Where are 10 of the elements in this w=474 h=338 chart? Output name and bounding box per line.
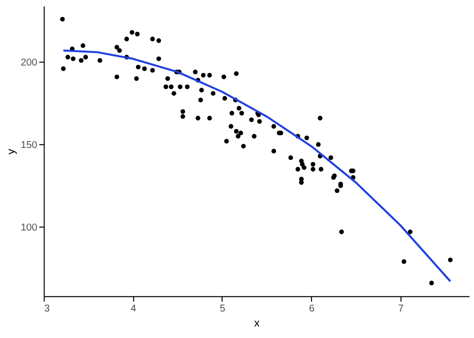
x-tick-label: 4 [130,304,137,315]
y-axis-title: y [6,148,18,154]
x-tick-label: 7 [398,304,404,315]
y-tick-label: 150 [20,140,38,151]
x-tick-label: 3 [44,304,50,315]
x-axis-title: x [254,317,260,330]
y-tick-label: 100 [20,222,38,234]
x-tick-label: 6 [308,304,315,315]
y-tick-label: 200 [20,58,38,69]
x-tick-label: 5 [220,304,226,315]
